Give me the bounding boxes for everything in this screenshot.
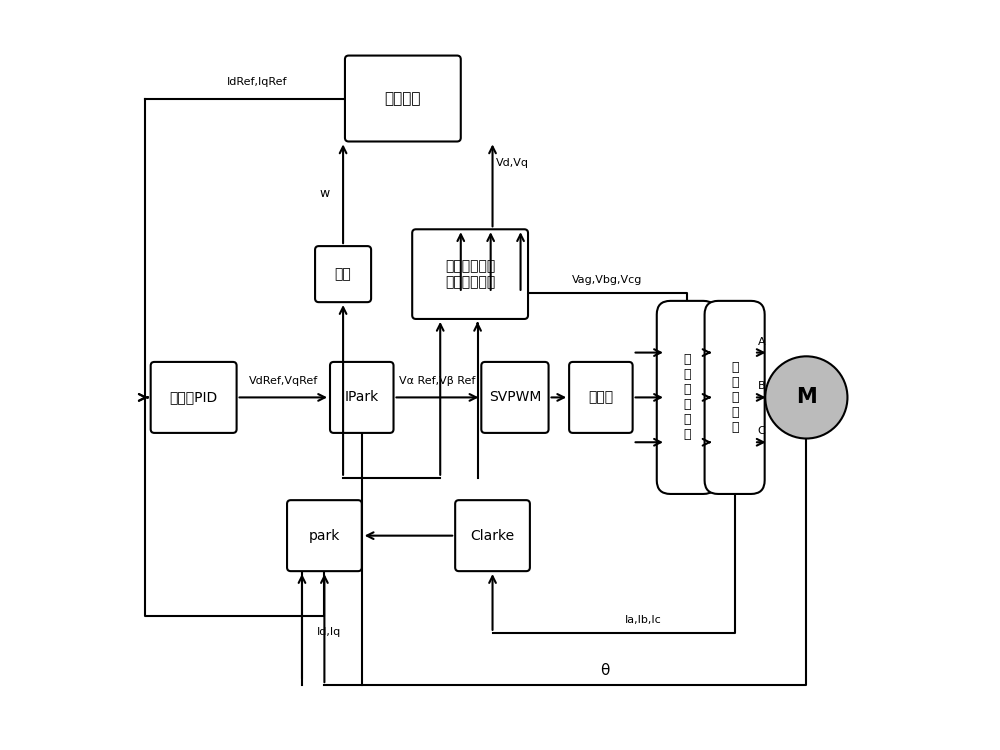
Text: Vα Ref,Vβ Ref: Vα Ref,Vβ Ref [399, 376, 476, 386]
Text: M: M [796, 388, 817, 407]
Text: 磁链辨识: 磁链辨识 [385, 91, 421, 106]
Text: 相
电
流
采
集: 相 电 流 采 集 [731, 361, 738, 434]
Text: IdRef,IqRef: IdRef,IqRef [227, 77, 287, 87]
Text: Ia,Ib,Ic: Ia,Ib,Ic [625, 615, 662, 626]
FancyBboxPatch shape [330, 362, 394, 433]
Circle shape [765, 356, 847, 439]
Text: B: B [758, 382, 765, 392]
FancyBboxPatch shape [657, 301, 717, 494]
Text: 电流环PID: 电流环PID [170, 391, 218, 404]
Text: VdRef,VqRef: VdRef,VqRef [249, 376, 318, 386]
Text: park: park [309, 529, 340, 543]
FancyBboxPatch shape [412, 230, 528, 319]
FancyBboxPatch shape [569, 362, 633, 433]
Text: 端
点
电
压
采
集: 端 点 电 压 采 集 [683, 353, 691, 442]
FancyBboxPatch shape [315, 246, 371, 302]
Text: Id,Iq: Id,Iq [317, 627, 341, 638]
Text: Vd,Vq: Vd,Vq [496, 158, 529, 168]
Text: Vag,Vbg,Vcg: Vag,Vbg,Vcg [572, 275, 643, 285]
FancyBboxPatch shape [481, 362, 549, 433]
FancyBboxPatch shape [287, 500, 362, 572]
Text: 逆变器: 逆变器 [588, 391, 613, 404]
Text: C: C [758, 426, 766, 436]
FancyBboxPatch shape [345, 56, 461, 142]
FancyBboxPatch shape [705, 301, 765, 494]
Text: SVPWM: SVPWM [489, 391, 541, 404]
Text: Clarke: Clarke [470, 529, 515, 543]
FancyBboxPatch shape [455, 500, 530, 572]
Text: A: A [758, 337, 765, 346]
Text: 端点电压还原
合成矢量电压: 端点电压还原 合成矢量电压 [445, 259, 495, 290]
Text: 微分: 微分 [335, 267, 351, 281]
FancyBboxPatch shape [151, 362, 237, 433]
Text: IPark: IPark [345, 391, 379, 404]
Text: w: w [319, 188, 330, 200]
Text: θ: θ [600, 663, 609, 678]
